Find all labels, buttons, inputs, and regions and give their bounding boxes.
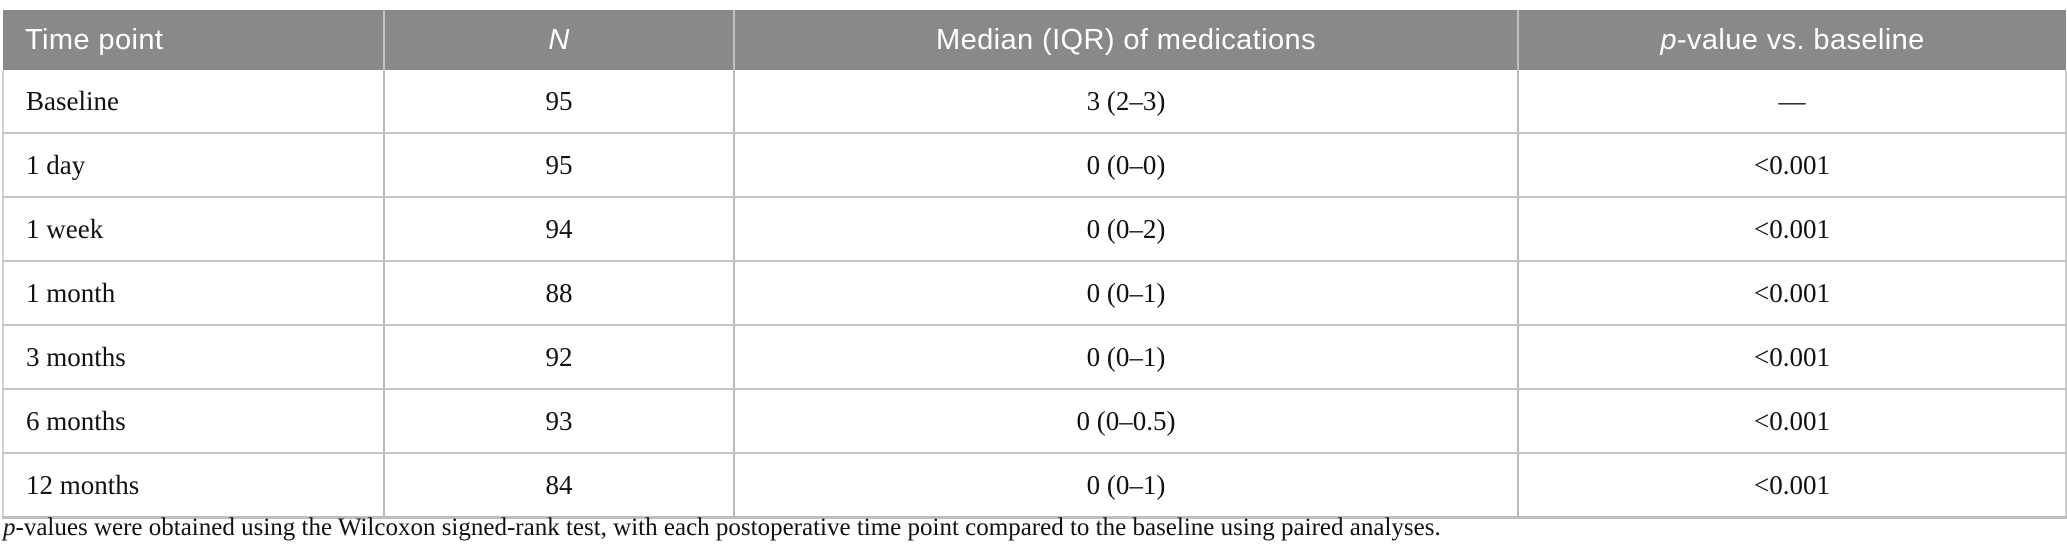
cell-median-iqr: 3 (2–3): [734, 70, 1519, 134]
cell-n: 95: [384, 70, 735, 134]
cell-p-value: —: [1518, 70, 2067, 134]
cell-time-point: 6 months: [2, 389, 385, 454]
cell-n: 93: [384, 389, 735, 454]
footnote-text: -values were obtained using the Wilcoxon…: [15, 514, 1441, 541]
cell-median-iqr: 0 (0–1): [734, 325, 1519, 390]
cell-n: 88: [384, 261, 735, 326]
cell-time-point: 1 month: [2, 261, 385, 326]
table-row: 6 months 93 0 (0–0.5) <0.001: [2, 389, 2067, 454]
table-row: Baseline 95 3 (2–3) —: [2, 70, 2067, 134]
table-header-row: Time point N Median (IQR) of medications…: [3, 10, 2066, 70]
cell-time-point: 12 months: [2, 453, 385, 519]
column-header-p-value-rest: -value vs. baseline: [1676, 23, 1925, 56]
cell-n: 94: [384, 197, 735, 262]
cell-time-point: Baseline: [2, 70, 385, 134]
cell-p-value: <0.001: [1518, 197, 2067, 262]
table-row: 1 day 95 0 (0–0) <0.001: [2, 133, 2067, 198]
column-header-p-value: p-value vs. baseline: [1518, 10, 2066, 70]
cell-median-iqr: 0 (0–1): [734, 453, 1519, 519]
column-header-n: N: [384, 10, 735, 70]
table-footnote: p-values were obtained using the Wilcoxo…: [3, 514, 1441, 542]
cell-p-value: <0.001: [1518, 389, 2067, 454]
cell-p-value: <0.001: [1518, 453, 2067, 519]
cell-p-value: <0.001: [1518, 325, 2067, 390]
p-symbol: p: [1660, 23, 1677, 56]
cell-time-point: 1 day: [2, 133, 385, 198]
cell-median-iqr: 0 (0–0.5): [734, 389, 1519, 454]
cell-time-point: 3 months: [2, 325, 385, 390]
column-header-n-label: N: [548, 23, 570, 56]
p-symbol: p: [3, 514, 16, 541]
cell-p-value: <0.001: [1518, 133, 2067, 198]
medications-table: Time point N Median (IQR) of medications…: [2, 10, 2067, 519]
table-row: 3 months 92 0 (0–1) <0.001: [2, 325, 2067, 390]
cell-median-iqr: 0 (0–1): [734, 261, 1519, 326]
cell-median-iqr: 0 (0–0): [734, 133, 1519, 198]
column-header-median-iqr: Median (IQR) of medications: [734, 10, 1519, 70]
cell-median-iqr: 0 (0–2): [734, 197, 1519, 262]
table-row: 1 week 94 0 (0–2) <0.001: [2, 197, 2067, 262]
cell-n: 84: [384, 453, 735, 519]
cell-n: 92: [384, 325, 735, 390]
table-row: 1 month 88 0 (0–1) <0.001: [2, 261, 2067, 326]
table-row: 12 months 84 0 (0–1) <0.001: [2, 453, 2067, 519]
cell-p-value: <0.001: [1518, 261, 2067, 326]
column-header-time-point: Time point: [3, 10, 385, 70]
cell-time-point: 1 week: [2, 197, 385, 262]
cell-n: 95: [384, 133, 735, 198]
